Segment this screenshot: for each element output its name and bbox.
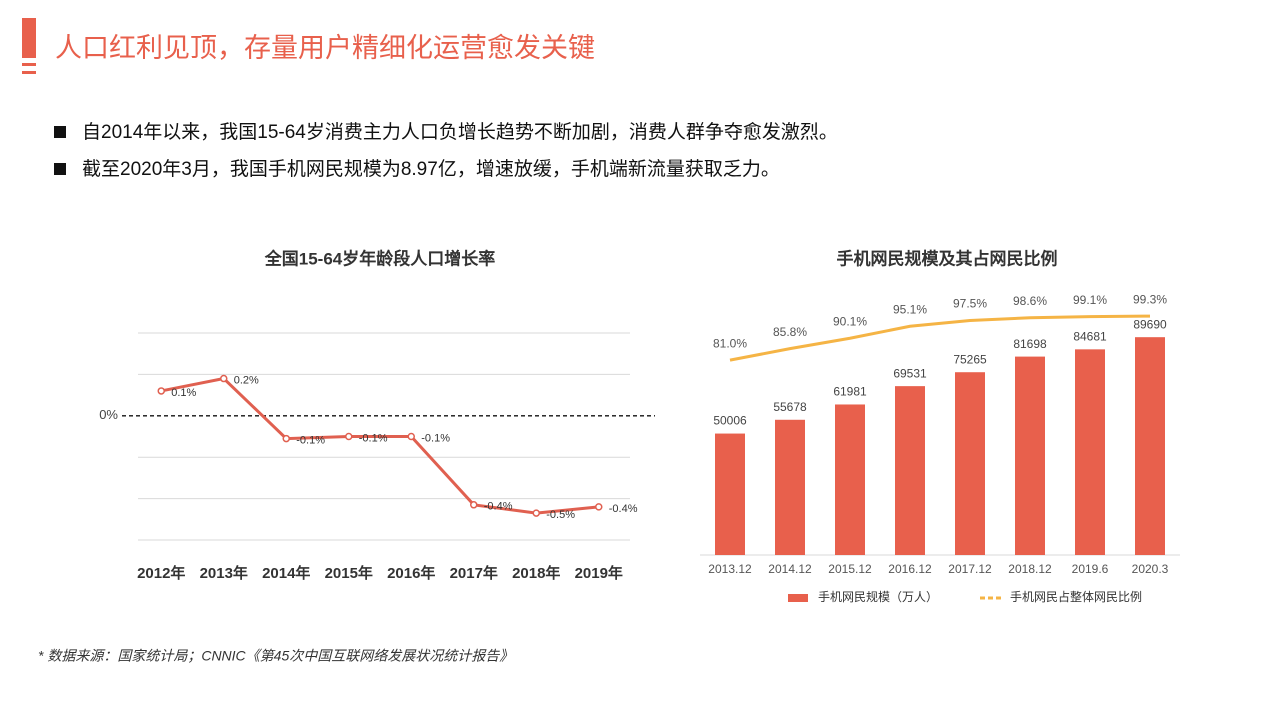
bar [955, 372, 985, 555]
value-label: -0.5% [546, 509, 575, 521]
bar [1075, 349, 1105, 555]
value-label: 85.8% [773, 325, 807, 339]
value-label: 69531 [893, 366, 927, 380]
value-label: 98.6% [1013, 294, 1047, 308]
value-label: 55678 [773, 400, 807, 414]
chart-title: 手机网民规模及其占网民比例 [837, 248, 1058, 268]
bar [1135, 337, 1165, 555]
bullet: 自2014年以来，我国15-64岁消费主力人口负增长趋势不断加剧，消费人群争夺愈… [82, 121, 838, 143]
title-bar [22, 18, 36, 58]
x-tick-label: 2019年 [575, 564, 623, 582]
value-label: 81698 [1013, 337, 1047, 351]
point [532, 509, 540, 517]
value-label: 90.1% [833, 314, 867, 328]
value-label: -0.1% [296, 434, 325, 446]
bullet-icon [54, 126, 66, 138]
x-tick-label: 2016.12 [888, 562, 932, 576]
point [220, 374, 228, 383]
source-note: * 数据来源：国家统计局；CNNIC《第45次中国互联网络发展状况统计报告》 [38, 648, 513, 664]
x-tick-label: 2014.12 [768, 562, 812, 576]
x-tick-label: 2013.12 [708, 562, 752, 576]
x-tick-label: 2019.6 [1072, 562, 1109, 576]
x-tick-label: 2015年 [325, 564, 373, 582]
legend-label: 手机网民规模（万人） [818, 589, 938, 604]
line-series [729, 314, 1151, 362]
value-label: 89690 [1133, 317, 1167, 331]
point [595, 503, 603, 511]
point [470, 501, 478, 509]
bar [775, 419, 805, 555]
value-label: -0.1% [359, 432, 388, 444]
x-tick-label: 2015.12 [828, 562, 872, 576]
bar [835, 404, 865, 555]
value-label: 97.5% [953, 297, 987, 311]
x-tick-label: 2013年 [200, 564, 248, 582]
value-label: -0.1% [421, 432, 450, 444]
line-series [160, 376, 599, 515]
value-label: 95.1% [893, 302, 927, 316]
legend-swatch [788, 594, 808, 602]
value-label: -0.4% [484, 501, 513, 513]
x-tick-label: 2020.3 [1132, 562, 1169, 576]
x-tick-label: 2014年 [262, 564, 310, 582]
value-label: 61981 [833, 385, 867, 399]
value-label: 81.0% [713, 336, 747, 350]
legend-label: 手机网民占整体网民比例 [1010, 589, 1142, 604]
bar [895, 386, 925, 555]
value-label: 84681 [1073, 330, 1107, 344]
x-tick-label: 2017年 [450, 564, 498, 582]
point [407, 432, 415, 441]
chart-title: 全国15-64岁年龄段人口增长率 [264, 248, 495, 268]
title-bar-line [22, 71, 36, 74]
bullet-icon [54, 163, 66, 175]
y-tick-label: 0% [99, 407, 118, 422]
point [157, 387, 165, 395]
x-tick-label: 2018.12 [1008, 562, 1052, 576]
x-tick-label: 2016年 [387, 564, 435, 582]
point [282, 434, 290, 443]
x-tick-label: 2018年 [512, 564, 560, 582]
x-tick-label: 2017.12 [948, 562, 992, 576]
bar [1015, 356, 1045, 555]
value-label: 99.1% [1073, 293, 1107, 307]
bullet: 截至2020年3月，我国手机网民规模为8.97亿，增速放缓，手机端新流量获取乏力… [82, 158, 780, 180]
title-bar-line [22, 63, 36, 66]
bar [715, 433, 745, 555]
value-label: 0.1% [171, 387, 196, 399]
value-label: 75265 [953, 352, 987, 366]
value-label: 50006 [713, 414, 747, 428]
value-label: 99.3% [1133, 292, 1167, 306]
slide-title: 人口红利见顶，存量用户精细化运营愈发关键 [55, 33, 595, 63]
point [345, 432, 353, 441]
value-label: 0.2% [234, 374, 259, 386]
x-tick-label: 2012年 [137, 564, 185, 582]
value-label: -0.4% [609, 503, 638, 515]
